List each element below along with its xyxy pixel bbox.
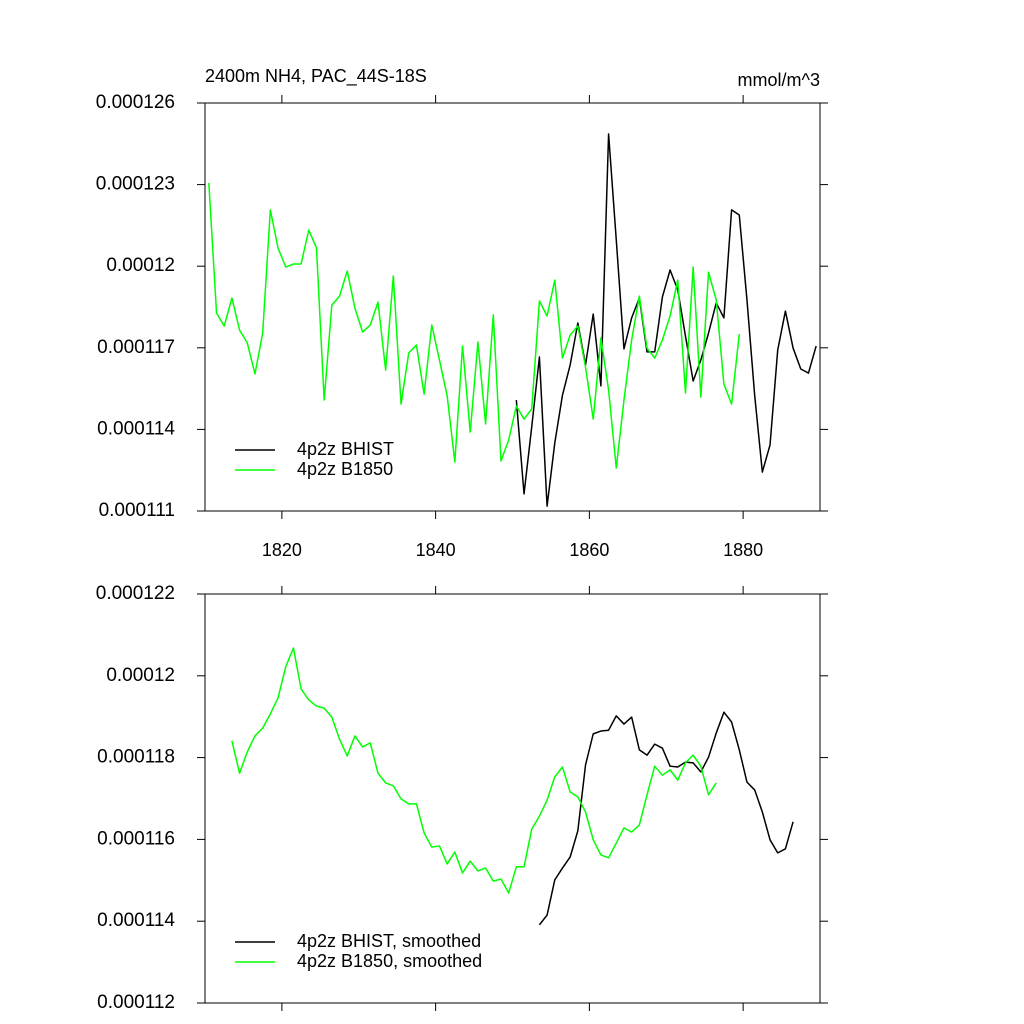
plot-frame xyxy=(204,102,821,512)
x-tick-label: 1860 xyxy=(569,540,609,560)
legend-label: 4p2z B1850, smoothed xyxy=(297,951,482,971)
y-tick-label: 0.00012 xyxy=(106,255,175,276)
x-tick-label: 1840 xyxy=(416,540,456,560)
series-line xyxy=(208,182,741,469)
y-tick-label: 0.000117 xyxy=(97,337,175,358)
chart-title: 2400m NH4, PAC_44S-18S xyxy=(205,66,427,87)
y-tick-label: 0.000116 xyxy=(97,828,175,849)
series-line xyxy=(538,711,794,926)
y-tick-label: 0.000111 xyxy=(99,500,175,521)
y-tick-label: 0.000126 xyxy=(96,92,175,113)
y-tick-label: 0.000118 xyxy=(97,747,175,768)
plot-frame xyxy=(204,593,821,1004)
legend-label: 4p2z BHIST xyxy=(297,439,394,459)
y-tick-label: 0.000114 xyxy=(97,910,175,931)
y-tick-label: 0.000114 xyxy=(97,418,175,439)
y-tick-label: 0.00012 xyxy=(106,665,175,686)
legend-label: 4p2z BHIST, smoothed xyxy=(297,931,481,951)
legend-label: 4p2z B1850 xyxy=(297,459,393,479)
units-label: mmol/m^3 xyxy=(738,70,820,90)
x-tick-label: 1820 xyxy=(262,540,302,560)
y-tick-label: 0.000122 xyxy=(96,583,175,604)
series-line xyxy=(515,133,817,507)
series-line xyxy=(231,647,717,894)
x-tick-label: 1880 xyxy=(723,540,763,560)
y-tick-label: 0.000123 xyxy=(96,174,175,195)
y-tick-label: 0.000112 xyxy=(97,992,175,1013)
